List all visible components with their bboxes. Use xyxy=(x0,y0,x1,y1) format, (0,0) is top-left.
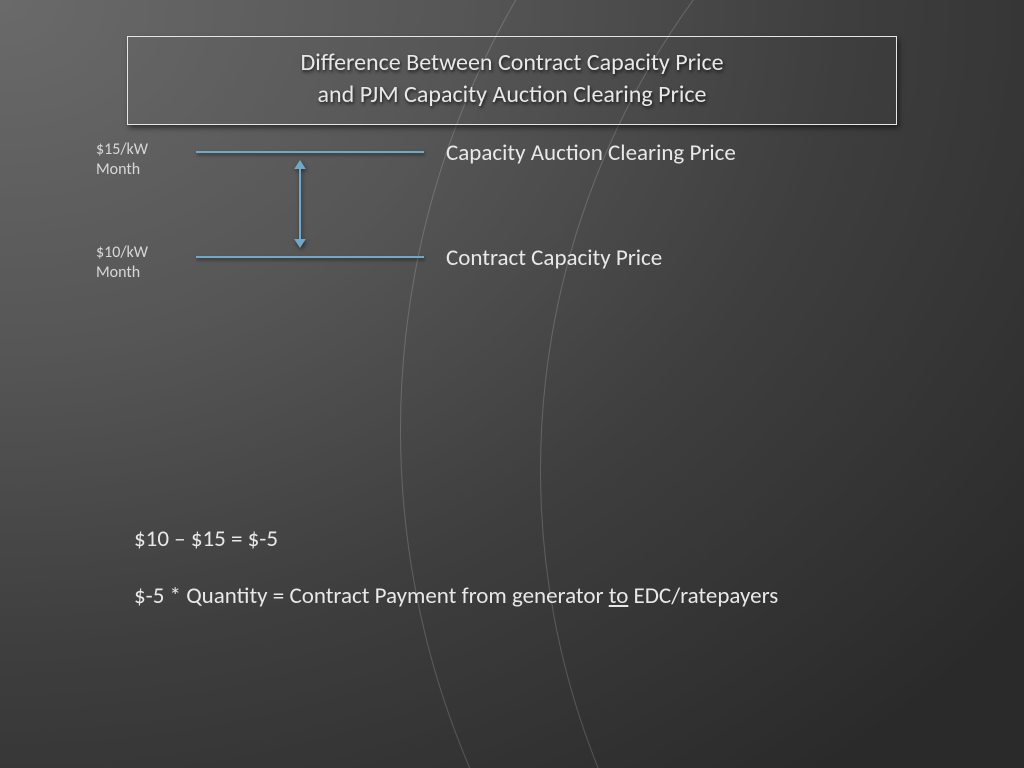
price-label-low: $10/kW Month xyxy=(96,243,186,283)
title-line-1: Difference Between Contract Capacity Pri… xyxy=(148,47,876,79)
calc-line-2-underlined: to xyxy=(609,582,629,610)
calc-line-2: $-5 * Quantity = Contract Payment from g… xyxy=(134,581,814,612)
title-line-2: and PJM Capacity Auction Clearing Price xyxy=(148,79,876,111)
calculation-block: $10 – $15 = $-5 $-5 * Quantity = Contrac… xyxy=(134,524,814,612)
line-label-bottom: Contract Capacity Price xyxy=(446,244,766,274)
slide: Difference Between Contract Capacity Pri… xyxy=(0,0,1024,768)
double-arrow-icon xyxy=(287,147,313,261)
line-label-top: Capacity Auction Clearing Price xyxy=(446,139,766,169)
price-label-high: $15/kW Month xyxy=(96,140,186,180)
title-box: Difference Between Contract Capacity Pri… xyxy=(127,36,897,125)
calc-line-2-suffix: EDC/ratepayers xyxy=(628,582,778,610)
calc-line-2-prefix: $-5 * Quantity = Contract Payment from g… xyxy=(134,582,609,610)
calc-line-1: $10 – $15 = $-5 xyxy=(134,524,814,555)
